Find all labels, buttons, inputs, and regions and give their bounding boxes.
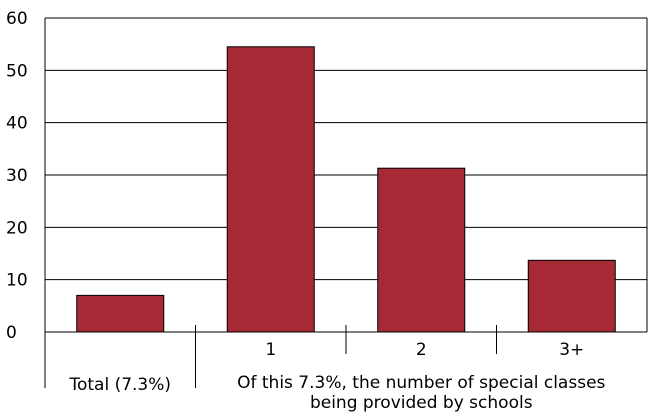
y-tick-label-20: 20: [6, 218, 28, 238]
bar-3: [527, 259, 616, 333]
group-label-line-2: being provided by schools: [310, 393, 533, 413]
y-tick-label-0: 0: [6, 323, 17, 343]
x-tick-label-2: 2: [416, 340, 427, 360]
y-tick-label-40: 40: [6, 114, 28, 134]
y-tick-label-50: 50: [6, 61, 28, 81]
y-tick-labels: 0 10 20 30 40 50 60: [6, 9, 28, 343]
x-tick-label-0: Total (7.3%): [68, 375, 171, 395]
gridlines: [45, 69, 647, 281]
x-category-separators: [44, 325, 497, 388]
bar-2: [377, 167, 466, 333]
bar-0: [76, 294, 165, 333]
bar-1: [226, 46, 315, 333]
x-tick-label-1: 1: [265, 340, 276, 360]
y-tick-label-60: 60: [6, 9, 28, 29]
bars: [76, 46, 616, 333]
x-tick-labels: Total (7.3%) 1 2 3+: [68, 340, 584, 395]
group-label-line-1: Of this 7.3%, the number of special clas…: [237, 373, 605, 393]
y-tick-label-30: 30: [6, 166, 28, 186]
x-tick-label-3: 3+: [559, 340, 584, 360]
y-tick-label-10: 10: [6, 271, 28, 291]
